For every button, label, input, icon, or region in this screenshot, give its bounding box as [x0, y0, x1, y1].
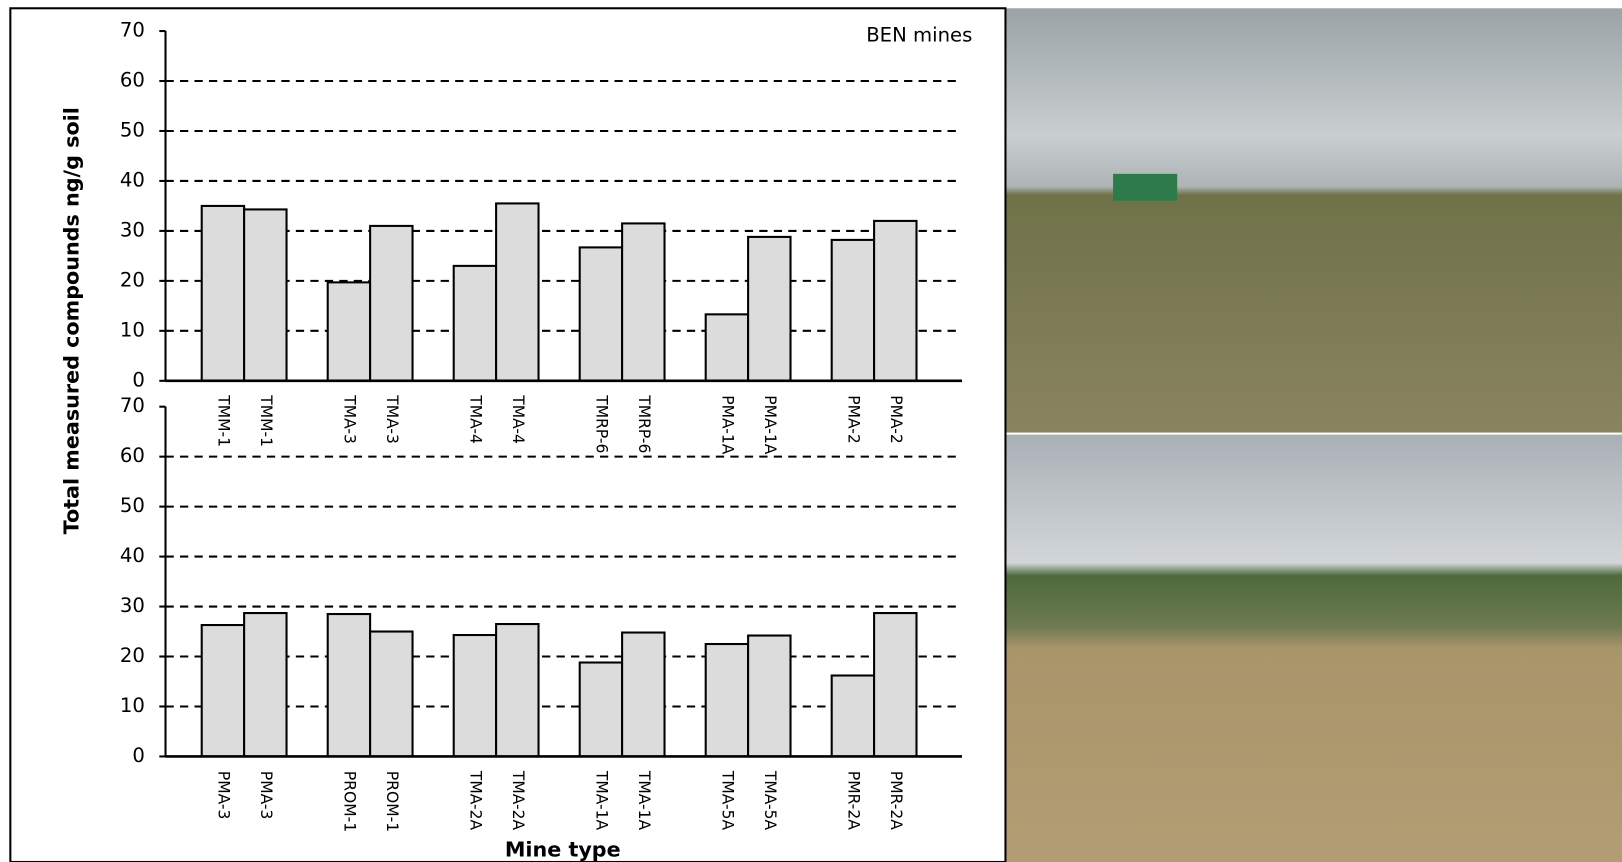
y-tick-label: 70: [120, 394, 145, 417]
bar: [621, 631, 666, 758]
bar: [578, 661, 624, 758]
y-tick-label: 10: [120, 318, 145, 341]
hut: [1113, 173, 1178, 201]
x-tick-label: PROM-1: [340, 771, 358, 832]
bar: [452, 633, 498, 758]
bar: [747, 634, 792, 758]
bar: [747, 235, 792, 382]
y-axis-label: Total measured compounds ng/g soil: [59, 107, 83, 534]
x-tick-label: TMA-3: [383, 394, 401, 444]
annotation: BEN mines: [866, 24, 972, 47]
x-tick-label: TMA-2A: [466, 770, 484, 831]
x-tick-label: PMA-2: [844, 395, 862, 443]
y-tick-label: 10: [120, 694, 145, 717]
bar: [830, 674, 876, 758]
x-tick-label: TMA-3: [340, 394, 358, 444]
y-tick-label: 0: [132, 368, 144, 391]
bar: [369, 630, 414, 758]
y-tick-label: 30: [120, 594, 145, 617]
x-tick-label: TMA-1A: [635, 770, 653, 831]
photo-bottom: [1006, 434, 1622, 862]
bar: [495, 623, 540, 758]
bar: [369, 224, 414, 382]
y-tick-label: 40: [120, 168, 145, 191]
bar: [495, 202, 540, 382]
bar: [873, 219, 918, 382]
y-tick-label: 20: [120, 644, 145, 667]
y-tick-label: 20: [120, 268, 145, 291]
x-tick-label: PMA-3: [257, 771, 275, 819]
x-tick-label: TMA-1A: [592, 770, 610, 831]
x-tick-label: PMA-3: [214, 771, 232, 819]
x-tick-label: TMRP-6: [635, 394, 653, 453]
x-axis-label: Mine type: [505, 838, 621, 862]
y-tick-label: 60: [120, 444, 145, 467]
bar: [326, 613, 372, 758]
x-tick-label: TMA-4: [466, 394, 484, 444]
bar: [243, 208, 288, 382]
bar: [452, 264, 498, 382]
y-tick-label: 60: [120, 69, 145, 92]
x-tick-label: TMA-5A: [718, 770, 736, 831]
x-tick-label: PMA-2: [887, 395, 905, 443]
bar: [704, 313, 750, 382]
y-tick-label: 30: [120, 218, 145, 241]
y-tick-label: 0: [132, 744, 144, 767]
x-tick-label: TMM-1: [214, 394, 232, 447]
bar: [243, 612, 288, 758]
y-tick-label: 70: [120, 19, 145, 42]
x-tick-label: PMR-2A: [844, 771, 862, 830]
bar: [578, 246, 624, 382]
x-tick-label: TMA-2A: [509, 770, 527, 831]
bar: [704, 642, 750, 758]
x-tick-label: PMR-2A: [887, 771, 905, 830]
x-tick-label: TMA-4: [509, 394, 527, 444]
x-tick-label: PMA-1A: [718, 395, 736, 454]
x-tick-label: PROM-1: [383, 771, 401, 832]
photo-top: [1006, 8, 1622, 433]
x-tick-label: TMRP-6: [592, 394, 610, 453]
x-tick-label: TMM-1: [257, 394, 275, 447]
y-tick-label: 50: [120, 118, 145, 141]
bar: [200, 204, 246, 382]
y-tick-label: 50: [120, 494, 145, 517]
y-tick-label: 40: [120, 544, 145, 567]
x-tick-label: PMA-1A: [761, 395, 779, 454]
bar: [621, 222, 666, 382]
bar: [326, 281, 372, 382]
bar: [830, 238, 876, 382]
bar: [873, 612, 918, 758]
x-tick-label: TMA-5A: [761, 770, 779, 831]
bar: [200, 624, 246, 758]
